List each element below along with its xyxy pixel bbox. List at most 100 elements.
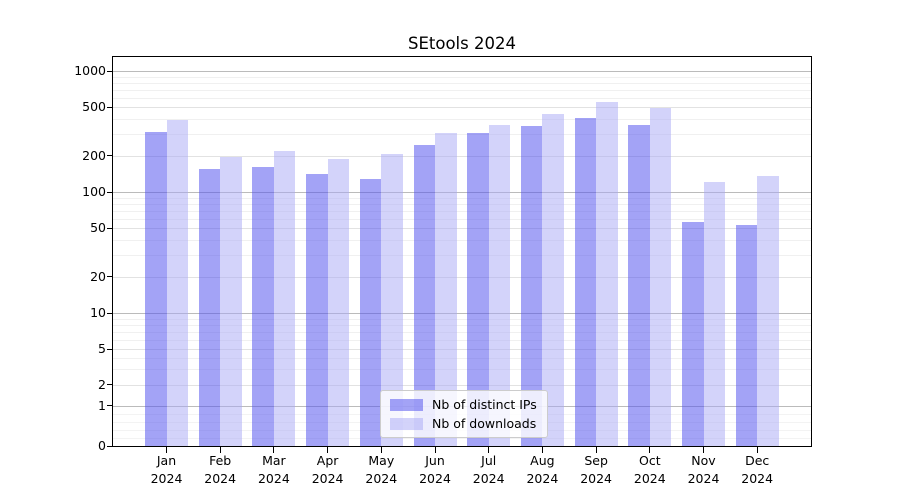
bar-downloads-jul (488, 124, 511, 446)
y-tick-label: 500 (82, 99, 106, 115)
x-tick-mark (380, 447, 382, 453)
x-tick-label: Jan 2024 (150, 453, 183, 486)
y-tick-label: 50 (90, 220, 106, 236)
gridline (113, 71, 811, 72)
bar-distinct_ips-jun (413, 144, 435, 446)
plot-area (113, 57, 811, 446)
y-tick-label: 0 (98, 438, 106, 453)
bar-downloads-jan (166, 120, 188, 446)
chart-title: SEtools 2024 (408, 34, 516, 53)
gridline (113, 197, 811, 199)
y-tick-label: 10 (90, 305, 106, 320)
gridline (113, 331, 811, 333)
gridline (113, 313, 811, 314)
bar-distinct_ips-apr (306, 174, 328, 446)
gridline (113, 357, 811, 359)
bar-downloads-nov (703, 181, 725, 446)
gridline (113, 76, 811, 78)
legend-item-distinct-ips: Nb of distinct IPs (390, 397, 537, 412)
x-tick-label: Aug 2024 (526, 453, 559, 486)
y-tick-mark (107, 106, 113, 108)
gridline (113, 318, 811, 320)
bar-downloads-mar (273, 150, 296, 446)
gridline (113, 119, 811, 121)
x-tick-mark (595, 447, 597, 453)
gridline (113, 155, 811, 157)
bar-distinct_ips-mar (252, 167, 274, 446)
bar-distinct_ips-dec (735, 225, 758, 446)
y-tick-mark (107, 384, 113, 385)
gridline (113, 203, 811, 205)
x-tick-label: Apr 2024 (311, 453, 344, 486)
legend-label-downloads: Nb of downloads (432, 416, 537, 431)
x-tick-label: May 2024 (365, 453, 398, 486)
gridline (113, 255, 811, 257)
gridline (113, 210, 811, 212)
bar-downloads-sep (596, 102, 618, 446)
bar-distinct_ips-jul (467, 133, 489, 446)
x-tick-label: Nov 2024 (687, 453, 720, 486)
y-tick-mark (107, 312, 113, 314)
y-tick-label: 2 (98, 376, 106, 392)
bar-distinct_ips-may (359, 179, 382, 446)
y-tick-mark (107, 191, 113, 193)
bar-distinct_ips-aug (520, 126, 543, 446)
y-tick-label: 1000 (74, 63, 106, 78)
x-tick-mark (166, 447, 167, 453)
bar-downloads-aug (542, 114, 564, 446)
x-tick-mark (703, 447, 704, 453)
y-tick-mark (107, 348, 113, 350)
x-tick-label: Sep 2024 (580, 453, 612, 486)
y-tick-label: 20 (90, 268, 106, 284)
legend-swatch-downloads (390, 417, 423, 430)
bar-distinct_ips-sep (574, 118, 597, 446)
gridline (113, 89, 811, 91)
bar-downloads-jun (435, 132, 457, 446)
x-tick-mark (273, 447, 275, 453)
gridline (113, 134, 811, 136)
x-tick-label: Mar 2024 (257, 453, 290, 486)
y-tick-mark (107, 276, 113, 278)
legend-swatch-distinct-ips (390, 398, 423, 411)
x-tick-label: Dec 2024 (741, 453, 774, 486)
gridline (113, 437, 811, 439)
y-tick-label: 200 (82, 147, 106, 163)
x-tick-mark (756, 447, 758, 453)
legend-label-distinct-ips: Nb of distinct IPs (432, 397, 537, 412)
bar-distinct_ips-jan (145, 131, 167, 446)
gridline (113, 368, 811, 370)
x-tick-mark (327, 447, 329, 453)
legend-item-downloads: Nb of downloads (390, 416, 537, 431)
bar-distinct_ips-oct (628, 125, 650, 446)
y-tick-mark (107, 405, 113, 406)
bar-distinct_ips-feb (198, 168, 221, 446)
gridline (113, 218, 811, 220)
x-tick-mark (488, 447, 490, 453)
gridline (113, 339, 811, 341)
gridline (113, 324, 811, 326)
y-tick-mark (107, 70, 113, 72)
x-tick-label: Oct 2024 (633, 453, 666, 486)
y-tick-mark (107, 227, 113, 229)
gridline (113, 82, 811, 84)
bar-downloads-feb (220, 156, 242, 446)
bar-downloads-apr (327, 159, 350, 446)
gridline (113, 107, 811, 109)
x-tick-mark (649, 447, 651, 453)
gridline (113, 97, 811, 99)
x-tick-label: Jun 2024 (419, 453, 451, 486)
x-tick-label: Feb 2024 (204, 453, 237, 486)
bar-distinct_ips-nov (682, 221, 704, 446)
x-tick-mark (541, 447, 543, 453)
gridline (113, 276, 811, 278)
gridline (113, 384, 811, 386)
bar-downloads-oct (649, 108, 672, 446)
x-tick-mark (219, 447, 221, 453)
gridline (113, 228, 811, 230)
gridline (113, 349, 811, 351)
legend: Nb of distinct IPs Nb of downloads (380, 390, 548, 438)
gridline (113, 240, 811, 242)
y-tick-mark (107, 445, 113, 447)
gridline (113, 192, 811, 193)
